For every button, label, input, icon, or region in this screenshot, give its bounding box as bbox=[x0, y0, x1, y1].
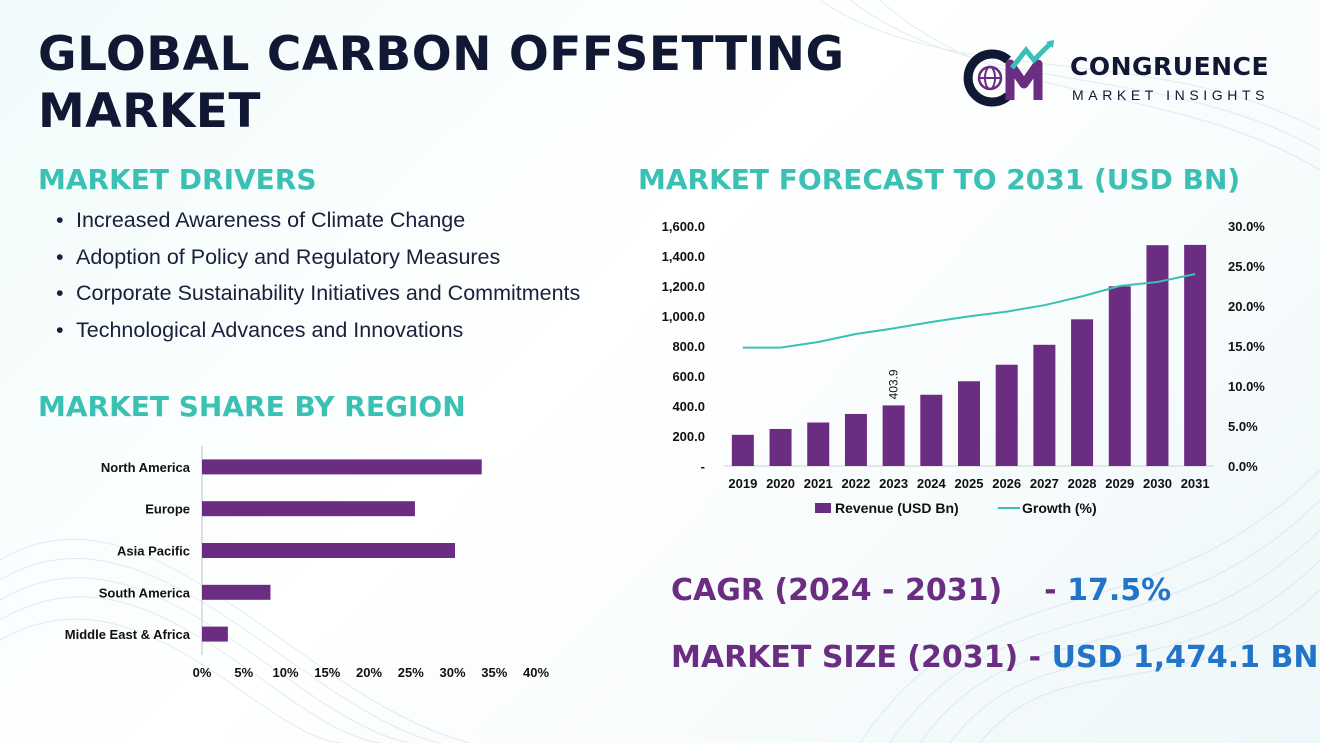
legend-revenue-swatch bbox=[815, 503, 831, 513]
logo-tagline: MARKET INSIGHTS bbox=[1072, 87, 1270, 103]
revenue-bar bbox=[844, 413, 867, 466]
region-category-label: North America bbox=[101, 460, 191, 475]
forecast-left-tick-label: 400.0 bbox=[672, 399, 705, 414]
market-size-label: MARKET SIZE (2031) bbox=[671, 640, 1019, 675]
forecast-x-tick-label: 2027 bbox=[1030, 476, 1059, 491]
region-x-tick-label: 15% bbox=[314, 665, 340, 680]
forecast-right-tick-label: 0.0% bbox=[1228, 459, 1258, 474]
region-x-tick-label: 20% bbox=[356, 665, 382, 680]
region-x-tick-label: 25% bbox=[398, 665, 424, 680]
forecast-x-tick-label: 2028 bbox=[1068, 476, 1097, 491]
forecast-x-tick-label: 2031 bbox=[1181, 476, 1210, 491]
revenue-bar bbox=[920, 394, 943, 466]
revenue-bar bbox=[1071, 319, 1094, 466]
driver-item: Adoption of Policy and Regulatory Measur… bbox=[56, 239, 638, 276]
forecast-left-tick-label: 600.0 bbox=[672, 369, 705, 384]
logo-name: CONGRUENCE bbox=[1070, 52, 1270, 81]
driver-item: Increased Awareness of Climate Change bbox=[56, 202, 638, 239]
forecast-left-tick-label: 1,600.0 bbox=[662, 219, 705, 234]
region-category-label: Middle East & Africa bbox=[65, 627, 191, 642]
forecast-right-tick-label: 10.0% bbox=[1228, 379, 1265, 394]
region-x-tick-label: 35% bbox=[481, 665, 507, 680]
revenue-data-label: 403.9 bbox=[887, 369, 901, 399]
revenue-bar bbox=[731, 434, 754, 466]
region-x-tick-label: 30% bbox=[439, 665, 465, 680]
revenue-bar bbox=[769, 428, 792, 466]
revenue-bar bbox=[807, 422, 830, 466]
cagr-label: CAGR (2024 - 2031) bbox=[671, 573, 1003, 608]
revenue-bar bbox=[1184, 244, 1207, 466]
forecast-heading: MARKET FORECAST TO 2031 (USD BN) bbox=[638, 163, 1241, 196]
cagr-value: 17.5% bbox=[1067, 573, 1172, 608]
forecast-left-tick-label: 1,200.0 bbox=[662, 279, 705, 294]
forecast-left-tick-label: 1,400.0 bbox=[662, 249, 705, 264]
market-size-stat: MARKET SIZE (2031) - USD 1,474.1 BN bbox=[671, 640, 1319, 675]
forecast-left-tick-label: 1,000.0 bbox=[662, 309, 705, 324]
region-share-heading: MARKET SHARE BY REGION bbox=[38, 390, 466, 423]
legend-revenue-label: Revenue (USD Bn) bbox=[835, 500, 959, 516]
revenue-bar bbox=[882, 405, 905, 466]
region-bar bbox=[202, 543, 456, 558]
forecast-x-tick-label: 2019 bbox=[728, 476, 757, 491]
forecast-x-tick-label: 2024 bbox=[917, 476, 947, 491]
page-title: GLOBAL CARBON OFFSETTING MARKET bbox=[38, 27, 845, 139]
driver-item: Technological Advances and Innovations bbox=[56, 312, 638, 349]
forecast-right-tick-label: 30.0% bbox=[1228, 219, 1265, 234]
market-drivers-heading: MARKET DRIVERS bbox=[38, 163, 317, 196]
logo-mark-icon bbox=[963, 40, 1054, 107]
forecast-x-tick-label: 2025 bbox=[955, 476, 984, 491]
forecast-right-tick-label: 5.0% bbox=[1228, 419, 1258, 434]
market-drivers-list: Increased Awareness of Climate Change Ad… bbox=[56, 202, 638, 348]
region-category-label: Asia Pacific bbox=[117, 544, 190, 559]
company-logo: CONGRUENCE MARKET INSIGHTS bbox=[962, 38, 1292, 108]
region-x-tick-label: 0% bbox=[193, 665, 212, 680]
forecast-x-tick-label: 2023 bbox=[879, 476, 908, 491]
cagr-stat: CAGR (2024 - 2031) - 17.5% bbox=[671, 573, 1172, 608]
forecast-left-tick-label: 200.0 bbox=[672, 429, 705, 444]
region-x-tick-label: 5% bbox=[234, 665, 253, 680]
region-category-label: South America bbox=[99, 585, 191, 600]
forecast-x-tick-label: 2021 bbox=[804, 476, 833, 491]
region-x-tick-label: 40% bbox=[523, 665, 549, 680]
region-bar bbox=[202, 584, 271, 600]
growth-line bbox=[742, 273, 1196, 349]
region-bar bbox=[202, 501, 415, 517]
forecast-x-tick-label: 2029 bbox=[1105, 476, 1134, 491]
forecast-right-tick-label: 25.0% bbox=[1228, 259, 1265, 274]
forecast-x-tick-label: 2026 bbox=[992, 476, 1021, 491]
revenue-bar bbox=[1033, 344, 1056, 466]
forecast-right-tick-label: 20.0% bbox=[1228, 299, 1265, 314]
forecast-x-tick-label: 2020 bbox=[766, 476, 795, 491]
forecast-x-tick-label: 2022 bbox=[841, 476, 870, 491]
driver-item: Corporate Sustainability Initiatives and… bbox=[56, 275, 638, 312]
market-size-value: USD 1,474.1 BN bbox=[1051, 640, 1319, 675]
revenue-bar bbox=[1146, 245, 1169, 466]
revenue-bar bbox=[995, 364, 1018, 466]
revenue-bar bbox=[958, 381, 980, 466]
legend-growth-label: Growth (%) bbox=[1022, 500, 1097, 516]
region-category-label: Europe bbox=[145, 502, 190, 517]
forecast-right-tick-label: 15.0% bbox=[1228, 339, 1265, 354]
region-bar bbox=[202, 626, 228, 642]
region-x-tick-label: 10% bbox=[272, 665, 298, 680]
forecast-left-tick-label: - bbox=[701, 459, 705, 474]
region-bar bbox=[202, 459, 482, 475]
forecast-left-tick-label: 800.0 bbox=[672, 339, 705, 354]
forecast-x-tick-label: 2030 bbox=[1143, 476, 1172, 491]
revenue-bar bbox=[1108, 286, 1131, 466]
